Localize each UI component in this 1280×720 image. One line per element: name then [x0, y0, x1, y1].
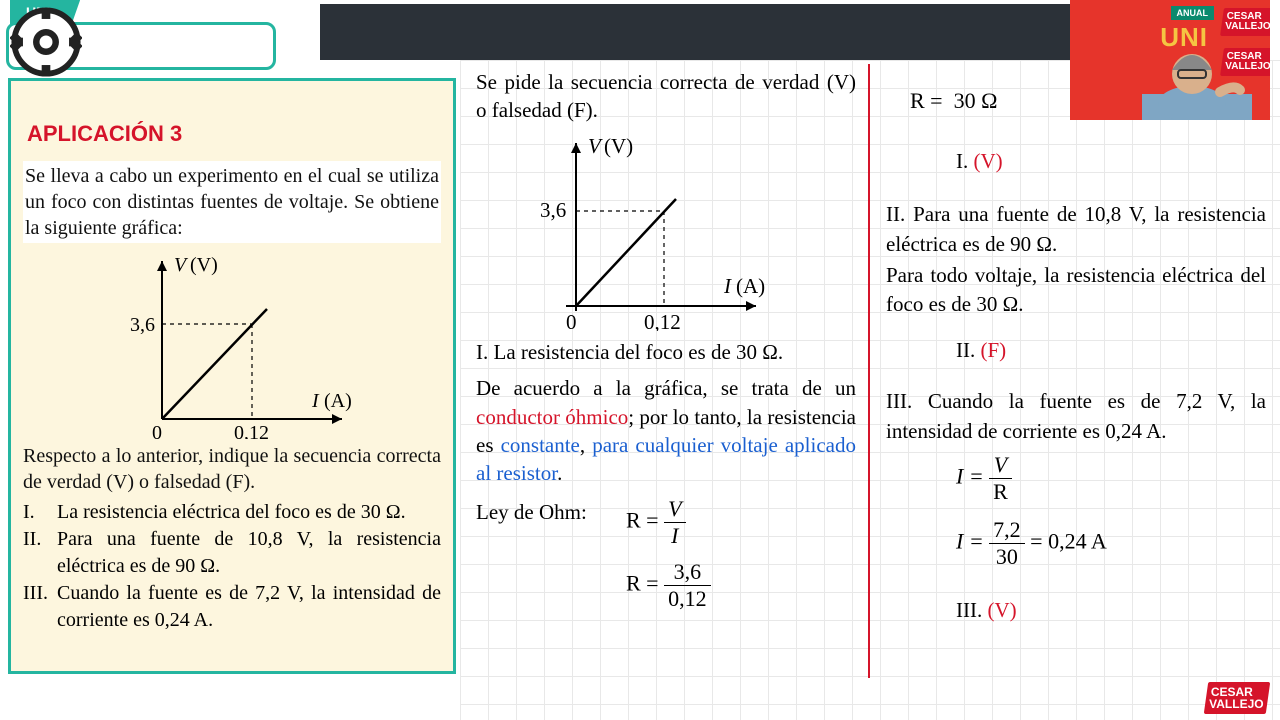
explain-1: De acuerdo a la gráfica, se trata de un … — [476, 374, 856, 487]
eq-R-VI: R = VI — [626, 498, 686, 547]
solution-column-1: Se pide la secuencia correcta de verdad … — [476, 68, 856, 708]
svg-text:0: 0 — [152, 422, 162, 439]
problem-chart: V(V) I(A) 3,6 0,12 0 — [23, 249, 441, 439]
statement-1: I. La resistencia del foco es de 30 Ω. — [476, 338, 856, 366]
answer-3: III. (V) — [956, 596, 1266, 625]
svg-text:(V): (V) — [604, 134, 633, 158]
svg-text:V: V — [174, 254, 189, 276]
anual-badge: ANUAL — [1171, 6, 1215, 20]
svg-text:I: I — [311, 390, 320, 412]
ohm-label: Ley de Ohm: — [476, 498, 626, 526]
answer-1: I. (V) — [956, 147, 1266, 176]
gear-icon — [10, 6, 82, 83]
svg-text:I: I — [723, 274, 732, 298]
cv-logo-icon: CESARVALLEJO — [1203, 682, 1270, 714]
problem-items: I.La resistencia eléctrica del foco es d… — [23, 499, 441, 634]
webcam-overlay: ANUAL UNI CESARVALLEJO CESARVALLEJO — [1070, 0, 1270, 120]
problem-prompt: Respecto a lo anterior, indique la secue… — [23, 443, 441, 495]
solution-column-2: R = 30 Ω I. (V) II. Para una fuente de 1… — [886, 68, 1266, 708]
xtick: 0,12 — [234, 422, 269, 439]
svg-text:(A): (A) — [736, 274, 765, 298]
corner-brand: CESARVALLEJO — [1206, 682, 1268, 714]
statement-3: III. Cuando la fuente es de 7,2 V, la in… — [886, 387, 1266, 446]
svg-text:(A): (A) — [324, 390, 352, 412]
svg-text:0: 0 — [566, 310, 577, 331]
eq-I-VR: I = VR — [956, 454, 1266, 503]
eq-I-num: I = 7,230 = 0,24 A — [956, 519, 1266, 568]
svg-text:3,6: 3,6 — [540, 198, 566, 222]
presenter-silhouette — [1142, 42, 1252, 120]
statement-2: II. Para una fuente de 10,8 V, la resist… — [886, 200, 1266, 259]
solution-chart: V(V) I(A) 3,6 0,12 0 — [476, 131, 856, 338]
svg-text:V: V — [588, 134, 603, 158]
statement-2b: Para todo voltaje, la resistencia eléctr… — [886, 261, 1266, 320]
answer-2: II. (F) — [956, 336, 1266, 365]
problem-panel: APLICACIÓN 3 Se lleva a cabo un experime… — [8, 78, 456, 674]
ohm-row: Ley de Ohm: R = VI — [476, 498, 856, 547]
ytick: 3,6 — [130, 314, 155, 336]
column-divider — [868, 64, 870, 678]
ask-line: Se pide la secuencia correcta de verdad … — [476, 68, 856, 125]
eq-R-num: R = 3,60,12 — [626, 561, 856, 610]
svg-text:(V): (V) — [190, 254, 218, 276]
cv-logo-icon: CESARVALLEJO — [1220, 8, 1270, 36]
problem-title: APLICACIÓN 3 — [27, 121, 441, 147]
problem-intro: Se lleva a cabo un experimento en el cua… — [23, 161, 441, 243]
svg-text:0,12: 0,12 — [644, 310, 681, 331]
